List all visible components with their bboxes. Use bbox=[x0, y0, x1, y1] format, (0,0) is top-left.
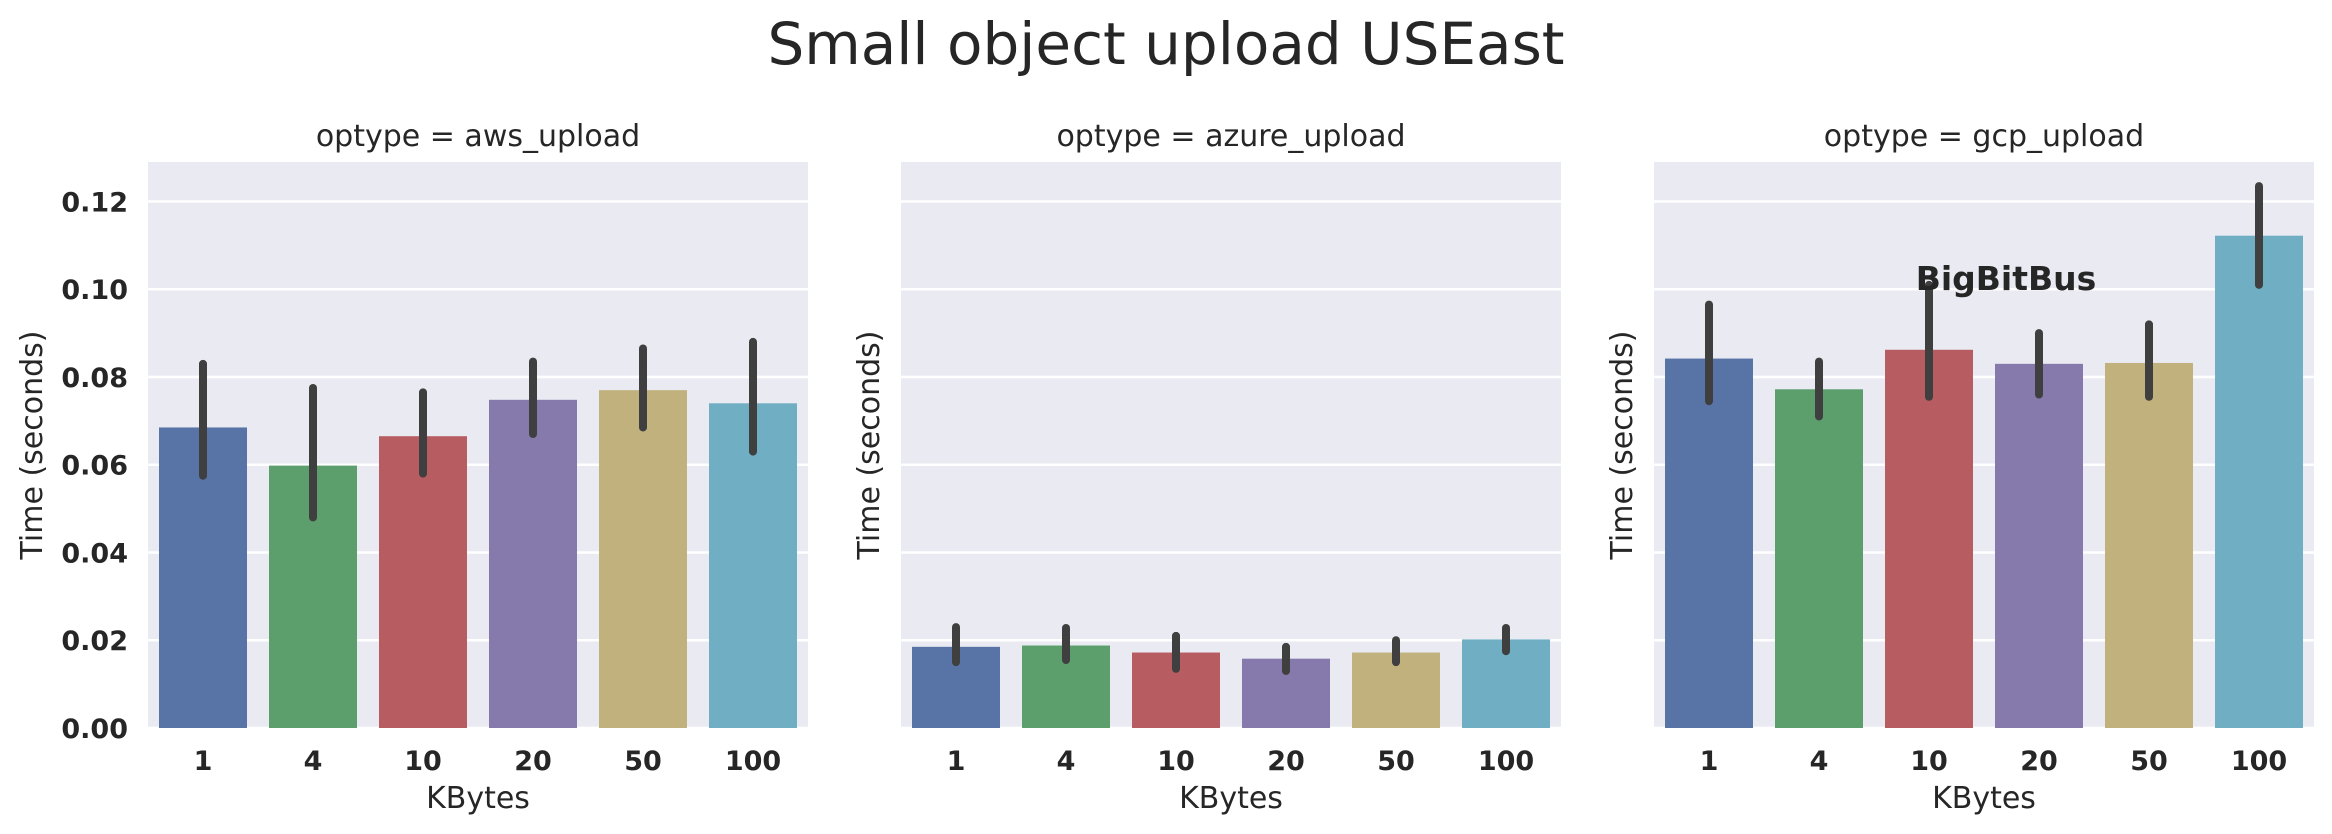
x-tick-label: 4 bbox=[1057, 746, 1076, 777]
panel-title: optype = gcp_upload bbox=[1824, 119, 2144, 154]
x-tick-label: 1 bbox=[1700, 746, 1719, 777]
x-tick-label: 100 bbox=[1478, 746, 1534, 777]
bar bbox=[1665, 358, 1753, 728]
x-tick-label: 50 bbox=[2130, 746, 2168, 777]
facet-panel-2: 1 4 10 20 50 100 optype = azure_upload KBytes Ti… bbox=[852, 119, 1561, 816]
bar bbox=[1775, 389, 1863, 728]
y-tick-label: 0.04 bbox=[61, 538, 128, 569]
chart-title: Small object upload USEast bbox=[767, 10, 1564, 78]
watermark-text: BigBitBus bbox=[1916, 259, 2097, 298]
bar bbox=[1885, 349, 1973, 728]
plot-background bbox=[148, 162, 808, 728]
x-axis-label: KBytes bbox=[1932, 781, 2036, 816]
x-axis-label: KBytes bbox=[1179, 781, 1283, 816]
panel-title: optype = aws_upload bbox=[316, 119, 640, 154]
y-tick-label: 0.10 bbox=[61, 275, 128, 306]
bar bbox=[2105, 362, 2193, 728]
x-tick-label: 1 bbox=[947, 746, 966, 777]
bar bbox=[599, 390, 687, 728]
x-tick-label: 1 bbox=[194, 746, 213, 777]
y-tick-label: 0.08 bbox=[61, 363, 128, 394]
x-tick-label: 4 bbox=[1810, 746, 1829, 777]
y-axis-label: Time (seconds) bbox=[15, 331, 50, 561]
x-tick-label: 20 bbox=[514, 746, 552, 777]
facet-panel-3: 1 4 10 20 50 100 optype = gcp_upload KBytes Time… bbox=[1605, 119, 2314, 816]
x-tick-label: 100 bbox=[725, 746, 781, 777]
bar bbox=[709, 403, 797, 728]
facet-panel-1: 0.00 0.02 0.04 0.06 0.08 0.10 0.12 1 4 10 20 50 100 o… bbox=[15, 119, 808, 816]
bar bbox=[489, 399, 577, 728]
y-axis-label: Time (seconds) bbox=[1605, 331, 1640, 561]
bar bbox=[2215, 235, 2303, 729]
y-tick-label: 0.12 bbox=[61, 187, 128, 218]
y-axis-label: Time (seconds) bbox=[852, 331, 887, 561]
y-tick-label: 0.00 bbox=[61, 714, 128, 745]
x-axis-label: KBytes bbox=[426, 781, 530, 816]
bar bbox=[379, 436, 467, 728]
y-tick-label: 0.06 bbox=[61, 451, 128, 482]
x-tick-label: 10 bbox=[404, 746, 442, 777]
x-tick-label: 50 bbox=[624, 746, 662, 777]
panel-title: optype = azure_upload bbox=[1056, 119, 1405, 154]
x-tick-label: 20 bbox=[1267, 746, 1305, 777]
plot-background bbox=[901, 162, 1561, 728]
x-tick-label: 10 bbox=[1910, 746, 1948, 777]
x-tick-label: 4 bbox=[304, 746, 323, 777]
x-tick-label: 50 bbox=[1377, 746, 1415, 777]
plot-background bbox=[1654, 162, 2314, 728]
x-tick-label: 10 bbox=[1157, 746, 1195, 777]
x-tick-label: 100 bbox=[2231, 746, 2287, 777]
bar bbox=[1995, 363, 2083, 728]
x-tick-label: 20 bbox=[2020, 746, 2058, 777]
y-tick-label: 0.02 bbox=[61, 626, 128, 657]
